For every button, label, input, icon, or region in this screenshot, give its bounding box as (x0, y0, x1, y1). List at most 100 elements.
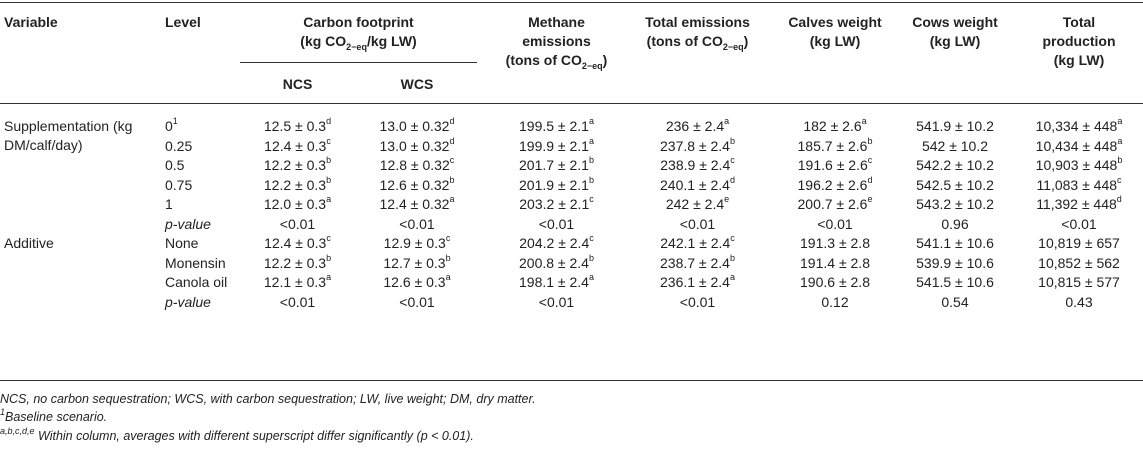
prod-value: <0.01 (1061, 216, 1097, 232)
ncs-superscript: c (326, 233, 331, 244)
wcs-cell: 12.4 ± 0.32a (357, 195, 477, 214)
total-value: <0.01 (679, 216, 716, 232)
methane-cell: 199.9 ± 2.1a (488, 137, 625, 156)
ncs-value: 12.5 ± 0.3 (263, 118, 327, 134)
prod-value: 10,334 ± 448 (1035, 118, 1118, 134)
total-cell: 240.1 ± 2.4d (625, 176, 770, 195)
methane-value: 200.8 ± 2.4 (519, 255, 589, 271)
total-superscript: a (724, 116, 730, 127)
calves-value: 191.4 ± 2.8 (800, 255, 870, 271)
ncs-value: 12.2 ± 0.3 (263, 177, 327, 193)
ncs-value: <0.01 (279, 216, 316, 232)
prod-superscript: a (1117, 136, 1123, 147)
level-cell: p-value (165, 293, 211, 312)
calves-value: 182 ± 2.6 (803, 118, 862, 134)
prod-cell: 10,819 ± 657 (1015, 234, 1143, 253)
calves-value: <0.01 (817, 216, 853, 232)
methane-cell: 199.5 ± 2.1a (488, 117, 625, 136)
header-wcs: WCS (400, 76, 434, 92)
wcs-cell: 12.6 ± 0.3a (357, 273, 477, 292)
methane-superscript: a (588, 116, 594, 127)
prod-value: 10,852 ± 562 (1038, 255, 1120, 271)
ncs-cell: 12.4 ± 0.3c (240, 234, 355, 253)
wcs-cell: 12.8 ± 0.32c (357, 156, 477, 175)
wcs-value: 13.0 ± 0.32 (379, 138, 450, 154)
ncs-cell: <0.01 (240, 293, 355, 312)
ncs-cell: 12.0 ± 0.3a (240, 195, 355, 214)
total-value: 240.1 ± 2.4 (660, 177, 730, 193)
calves-cell: 191.3 ± 2.8 (775, 234, 895, 253)
prod-value: 10,434 ± 448 (1035, 138, 1118, 154)
wcs-value: 12.7 ± 0.3 (383, 255, 446, 271)
methane-value: 199.9 ± 2.1 (519, 138, 589, 154)
methane-superscript: a (588, 272, 594, 283)
calves-value: 190.6 ± 2.8 (800, 274, 870, 290)
calves-superscript: d (867, 175, 873, 186)
calves-value: 185.7 ± 2.6 (797, 138, 868, 154)
header-level: Level (165, 14, 201, 30)
footnote-significance: a,b,c,d,e Within column, averages with d… (0, 425, 474, 443)
header-ncs: NCS (282, 76, 313, 92)
cows-cell: 0.96 (900, 215, 1010, 234)
methane-value: 198.1 ± 2.4 (519, 274, 589, 290)
cows-value: 541.9 ± 10.2 (916, 118, 994, 134)
cows-cell: 542.5 ± 10.2 (900, 176, 1010, 195)
prod-superscript: a (1117, 116, 1123, 127)
cows-value: 543.2 ± 10.2 (916, 196, 994, 212)
total-superscript: c (730, 155, 735, 166)
level-text: None (165, 235, 199, 251)
wcs-superscript: b (445, 253, 451, 264)
level-cell: 0.25 (165, 137, 192, 156)
header-calves-weight: Calves weight (kg LW) (788, 14, 882, 49)
level-cell: 0.5 (165, 156, 184, 175)
methane-superscript: c (589, 233, 594, 244)
calves-superscript: e (867, 194, 873, 205)
ncs-cell: 12.2 ± 0.3b (240, 156, 355, 175)
calves-cell: <0.01 (775, 215, 895, 234)
total-value: 237.8 ± 2.4 (660, 138, 730, 154)
ncs-superscript: a (326, 272, 332, 283)
calves-cell: 182 ± 2.6a (775, 117, 895, 136)
prod-value: 10,819 ± 657 (1038, 235, 1120, 251)
calves-cell: 196.2 ± 2.6d (775, 176, 895, 195)
wcs-value: 12.6 ± 0.3 (383, 274, 446, 290)
variable-cell: Supplementation (kg DM/calf/day) (4, 118, 133, 153)
footnote-abbreviations: NCS, no carbon sequestration; WCS, with … (0, 392, 536, 406)
methane-value: 201.7 ± 2.1 (519, 157, 589, 173)
prod-cell: <0.01 (1015, 215, 1143, 234)
wcs-cell: 13.0 ± 0.32d (357, 117, 477, 136)
prod-cell: 10,334 ± 448a (1015, 117, 1143, 136)
ncs-superscript: c (326, 136, 331, 147)
ncs-value: 12.4 ± 0.3 (264, 235, 327, 251)
prod-cell: 0.43 (1015, 293, 1143, 312)
ncs-superscript: b (326, 253, 332, 264)
methane-value: <0.01 (538, 294, 575, 310)
methane-cell: 204.2 ± 2.4c (488, 234, 625, 253)
total-superscript: c (730, 233, 735, 244)
footnote-baseline: 1Baseline scenario. (0, 406, 108, 424)
prod-cell: 11,083 ± 448c (1015, 176, 1143, 195)
wcs-superscript: d (449, 136, 455, 147)
prod-cell: 10,434 ± 448a (1015, 137, 1143, 156)
total-cell: 238.7 ± 2.4b (625, 254, 770, 273)
level-text: 0.25 (165, 138, 193, 154)
level-superscript: 1 (172, 116, 178, 127)
methane-cell: <0.01 (488, 293, 625, 312)
methane-value: 203.2 ± 2.1 (519, 196, 590, 212)
methane-value: 201.9 ± 2.1 (519, 177, 589, 193)
ncs-value: <0.01 (279, 294, 316, 310)
ncs-superscript: b (326, 175, 332, 186)
methane-superscript: b (588, 155, 594, 166)
cows-value: 542.5 ± 10.2 (916, 177, 994, 193)
ncs-cell: 12.2 ± 0.3b (240, 254, 355, 273)
carbon-footprint-subrule (240, 62, 477, 63)
wcs-superscript: a (449, 194, 455, 205)
prod-superscript: c (1117, 175, 1122, 186)
cows-value: 0.96 (941, 216, 969, 232)
wcs-value: <0.01 (399, 294, 435, 310)
level-cell: Canola oil (165, 273, 227, 292)
wcs-superscript: c (445, 233, 451, 244)
calves-value: 191.6 ± 2.6 (797, 157, 868, 173)
cows-cell: 0.54 (900, 293, 1010, 312)
wcs-value: 12.8 ± 0.32 (379, 157, 450, 173)
